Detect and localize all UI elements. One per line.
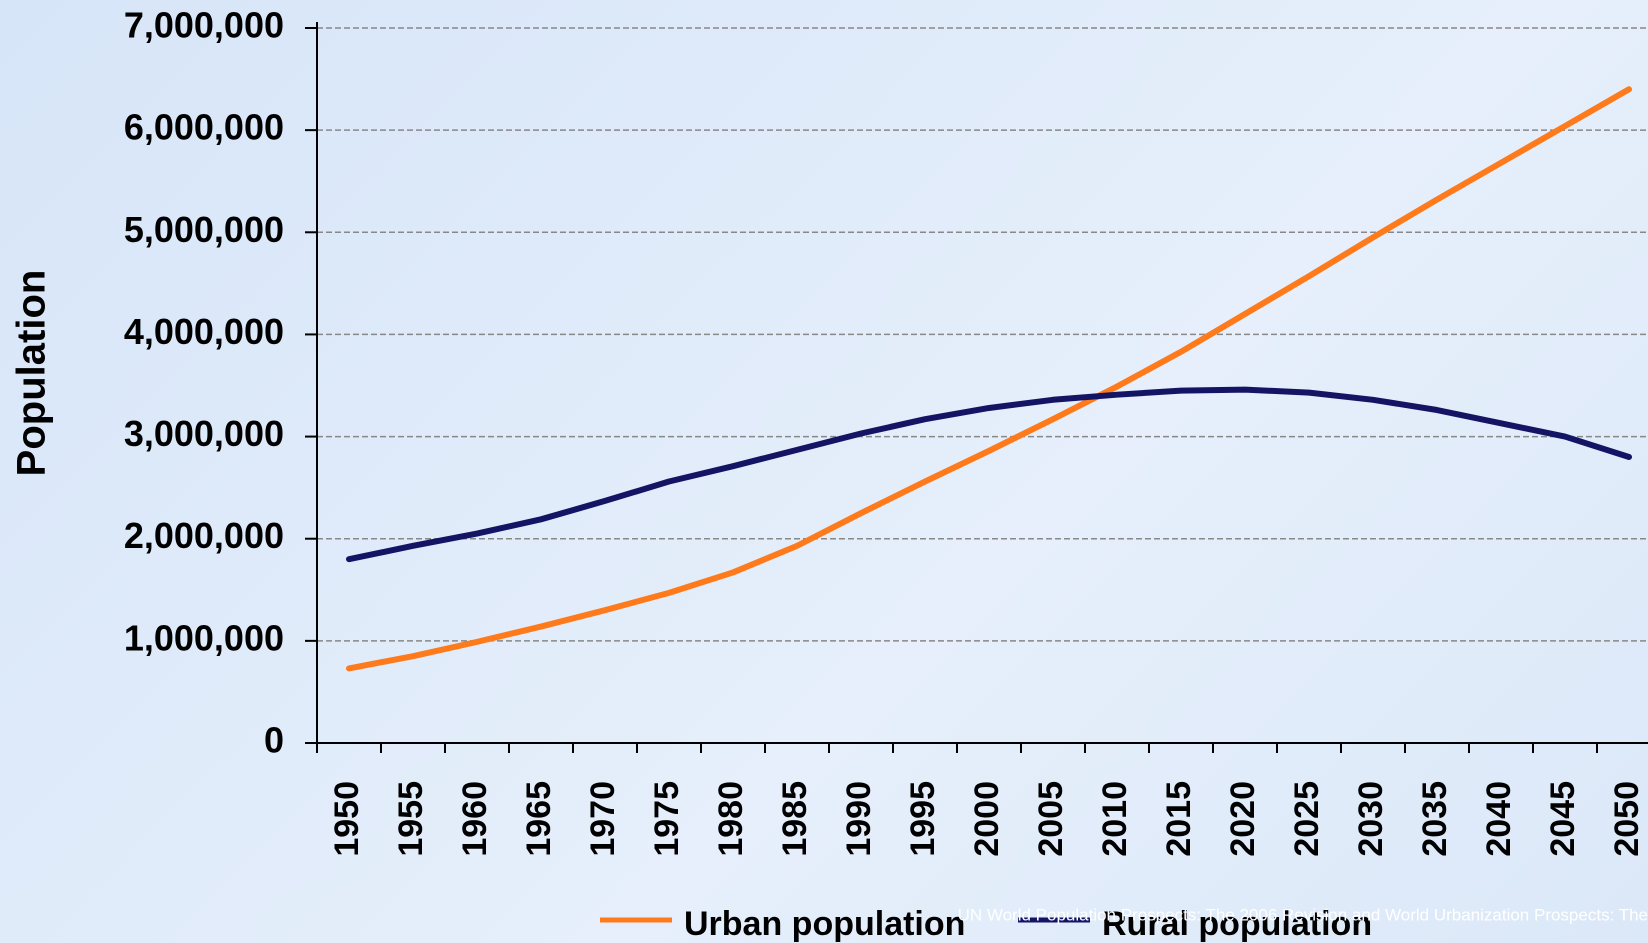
x-tick-label: 2020 [1224, 781, 1262, 857]
y-tick-label: 0 [264, 720, 284, 761]
x-tick-label: 1985 [776, 781, 814, 857]
x-tick-label: 2045 [1544, 781, 1582, 857]
x-tick-label: 2005 [1032, 781, 1070, 857]
x-tick-label: 1955 [392, 781, 430, 857]
legend-label: Rural population [1102, 905, 1372, 943]
x-tick-label: 1990 [840, 781, 878, 857]
x-tick-label: 1965 [520, 781, 558, 857]
x-tick-label: 1975 [648, 781, 686, 857]
y-tick-label: 2,000,000 [124, 515, 284, 556]
x-tick-label: 1980 [712, 781, 750, 857]
x-tick-label: 2035 [1416, 781, 1454, 857]
x-tick-label: 2000 [968, 781, 1006, 857]
x-tick-label: 1970 [584, 781, 622, 857]
x-tick-label: 2025 [1288, 781, 1326, 857]
y-tick-label: 4,000,000 [124, 311, 284, 352]
series-line [346, 86, 1632, 672]
x-tick-label: 1960 [456, 781, 494, 857]
y-tick-label: 5,000,000 [124, 209, 284, 250]
y-axis-label: Population [10, 270, 54, 477]
x-tick-label: 1950 [328, 781, 366, 857]
legend-label: Urban population [684, 905, 965, 943]
series-line [346, 386, 1632, 563]
x-tick-label: 2040 [1480, 781, 1518, 857]
y-tick-label: 3,000,000 [124, 413, 284, 454]
y-tick-label: 7,000,000 [124, 5, 284, 46]
x-tick-label: 1995 [904, 781, 942, 857]
x-tick-label: 2015 [1160, 781, 1198, 857]
y-tick-label: 6,000,000 [124, 107, 284, 148]
x-tick-label: 2010 [1096, 781, 1134, 857]
y-tick-label: 1,000,000 [124, 617, 284, 658]
x-tick-label: 2030 [1352, 781, 1390, 857]
x-tick-label: 2050 [1608, 781, 1646, 857]
source-note: UN World Population Prospects: The 2006 … [958, 905, 1648, 924]
